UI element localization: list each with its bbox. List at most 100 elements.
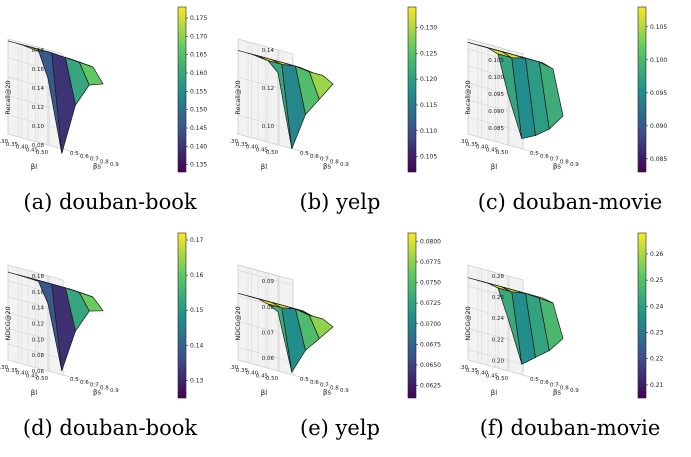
y-tick-label: 0.7	[320, 157, 329, 163]
z-tick-label: 0.22	[492, 337, 504, 343]
colorbar-tick-label: 0.135	[190, 162, 207, 169]
colorbar-tick-label: 0.105	[420, 154, 437, 161]
x-tick-label: 0.30	[230, 139, 239, 145]
chart-panel: 0.08 0.10 0.12 0.14 0.16 0.18 Recall@20 0.300.3…	[0, 5, 230, 231]
colorbar-tick-label: 0.155	[190, 88, 207, 95]
colorbar-tick-label: 0.0675	[420, 341, 441, 348]
x-tick-label: 0.35	[466, 142, 479, 148]
z-tick-label: 0.07	[262, 330, 275, 336]
y-tick-label: 0.9	[570, 162, 579, 168]
y-tick-label: 0.7	[90, 157, 99, 163]
surface-patch	[78, 291, 104, 312]
figure-caption: (f) douban-movie	[479, 416, 661, 440]
x-tick-label: 0.50	[496, 376, 509, 382]
colorbar-tick-label: 0.0625	[420, 383, 441, 390]
colorbar-tick-label: 0.120	[420, 76, 437, 83]
z-tick-label: 0.16	[32, 290, 45, 296]
x-tick-label: 0.50	[266, 150, 279, 156]
colorbar-tick-label: 0.14	[190, 342, 204, 349]
z-tick-label: 0.28	[492, 274, 505, 280]
y-gridline	[237, 39, 294, 150]
colorbar-tick-label: 0.25	[650, 277, 664, 284]
colorbar-tick-label: 0.130	[420, 25, 437, 32]
y-tick-label: 0.9	[340, 388, 349, 394]
x-tick-label: 0.45	[26, 147, 39, 153]
z-tick-label: 0.12	[32, 105, 44, 111]
z-tick-label: 0.100	[488, 75, 504, 81]
y-tick-label: 0.8	[330, 385, 339, 391]
colorbar-tick-label: 0.16	[190, 272, 204, 279]
colorbar	[407, 6, 417, 173]
x-axis-label: βl	[31, 389, 37, 397]
z-tick-label: 0.10	[32, 337, 45, 343]
colorbar-tick-label: 0.105	[650, 24, 667, 31]
y-axis-label: βs	[323, 389, 331, 397]
y-tick-label: 0.6	[80, 154, 89, 160]
x-tick-label: 0.50	[36, 376, 49, 382]
x-tick-label: 0.50	[36, 150, 49, 156]
y-tick-label: 0.8	[330, 159, 339, 165]
colorbar-tick-label: 0.15	[190, 307, 204, 314]
y-tick-label: 0.8	[100, 159, 109, 165]
y-tick-label: 0.6	[540, 380, 549, 386]
z-axis-label: NDCG@20	[464, 306, 472, 340]
y-axis-label: βs	[553, 163, 561, 171]
surface-patch	[538, 297, 564, 352]
z-tick-label: 0.14	[262, 48, 275, 54]
y-tick-label: 0.5	[70, 377, 79, 383]
y-gridline	[7, 265, 64, 376]
y-tick-label: 0.6	[310, 154, 319, 160]
x-tick-label: 0.30	[230, 365, 239, 371]
surface-plot: 0.08 0.10 0.12 0.14 0.16 0.18 Recall@20 0.300.3…	[0, 6, 207, 173]
y-axis-label: βs	[323, 163, 331, 171]
y-gridline	[237, 265, 294, 376]
y-tick-label: 0.5	[300, 377, 309, 383]
colorbar-tick-label: 0.21	[650, 382, 664, 389]
x-tick-label: 0.35	[236, 142, 249, 148]
z-tick-label: 0.090	[488, 109, 504, 115]
surface-patch	[78, 61, 104, 86]
z-axis-label: Recall@20	[234, 80, 242, 114]
z-tick-label: 0.26	[492, 295, 505, 301]
z-tick-label: 0.10	[262, 124, 275, 130]
surface-plot: 0.200.220.240.260.28NDCG@200.300.350.400…	[460, 232, 664, 399]
colorbar-tick-label: 0.23	[650, 330, 664, 337]
x-tick-label: 0.30	[460, 365, 469, 371]
chart-panel: 0.200.220.240.260.28NDCG@200.300.350.400…	[460, 231, 690, 457]
z-tick-label: 0.09	[262, 279, 275, 285]
x-tick-label: 0.40	[16, 145, 29, 151]
colorbar-tick-label: 0.110	[420, 128, 437, 135]
figure-caption: (a) douban-book	[23, 190, 197, 214]
x-tick-label: 0.50	[266, 376, 279, 382]
surface-plot: 0.0850.0900.0950.1000.105Recall@200.300.…	[460, 6, 667, 173]
z-tick-label: 0.14	[32, 86, 45, 92]
colorbar-tick-label: 0.165	[190, 52, 207, 59]
surface-patch	[308, 314, 334, 340]
colorbar-tick-label: 0.095	[650, 90, 667, 97]
y-axis-label: βs	[93, 389, 101, 397]
z-axis-label: Recall@20	[4, 80, 12, 114]
x-tick-label: 0.45	[486, 373, 499, 379]
surface-plot: 0.060.070.080.09NDCG@200.300.350.400.450…	[230, 232, 441, 399]
chart-panel: 0.100.120.14Recall@200.300.350.400.450.5…	[230, 5, 460, 231]
y-tick-label: 0.9	[110, 388, 119, 394]
x-tick-label: 0.35	[6, 368, 19, 374]
colorbar	[407, 232, 417, 399]
colorbar-tick-label: 0.0750	[420, 280, 441, 287]
colorbar-tick-label: 0.115	[420, 102, 437, 109]
colorbar-tick-label: 0.150	[190, 107, 207, 114]
y-gridline	[7, 39, 64, 150]
colorbar-tick-label: 0.0800	[420, 238, 441, 245]
surface-plot: 0.060.080.100.120.140.160.18NDCG@200.300…	[0, 232, 204, 399]
colorbar-tick-label: 0.100	[650, 57, 667, 64]
figure-caption: (e) yelp	[300, 416, 380, 440]
y-tick-label: 0.9	[570, 388, 579, 394]
colorbar-tick-label: 0.22	[650, 356, 664, 363]
x-axis-label: βl	[491, 163, 497, 171]
y-tick-label: 0.8	[100, 385, 109, 391]
z-tick-label: 0.08	[32, 353, 45, 359]
y-gridline	[467, 39, 524, 150]
z-tick-label: 0.12	[32, 322, 44, 328]
x-tick-label: 0.30	[460, 139, 469, 145]
z-tick-label: 0.18	[32, 48, 45, 54]
